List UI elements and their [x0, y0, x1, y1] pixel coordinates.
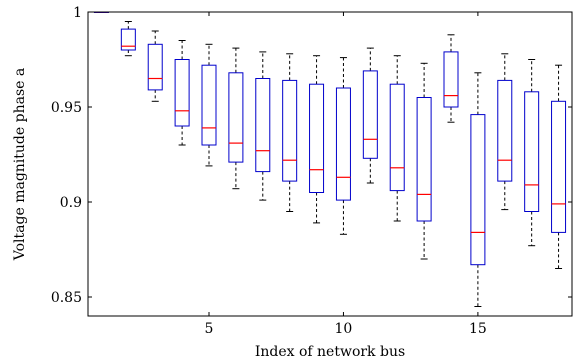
plot-area — [93, 12, 567, 307]
x-tick-label: 15 — [469, 321, 487, 337]
box-iqr — [416, 97, 432, 222]
box-iqr — [282, 79, 298, 182]
box-iqr — [255, 78, 271, 173]
box-iqr — [147, 43, 163, 91]
box-iqr — [524, 91, 540, 212]
axis-ticks: 5 10 15 0.85 0.9 0.95 1 — [51, 5, 572, 337]
y-tick-label: 1 — [73, 5, 82, 21]
box-bus-4 — [174, 40, 190, 146]
box-iqr — [470, 114, 486, 266]
box-iqr — [201, 64, 217, 146]
y-tick-label: 0.85 — [51, 290, 82, 306]
y-axis-label: Voltage magnitude phase a — [12, 68, 28, 261]
box-bus-8 — [282, 53, 298, 212]
box-bus-18 — [551, 64, 567, 269]
box-iqr — [362, 70, 378, 159]
x-tick-label: 10 — [335, 321, 353, 337]
x-axis-label: Index of network bus — [255, 344, 405, 360]
box-iqr — [228, 72, 244, 163]
box-iqr — [174, 59, 190, 127]
box-bus-14 — [443, 34, 459, 123]
box-iqr — [120, 28, 136, 51]
box-iqr — [551, 100, 567, 233]
box-iqr — [443, 51, 459, 108]
box-bus-15 — [470, 72, 486, 307]
y-tick-label: 0.95 — [51, 100, 82, 116]
box-bus-11 — [362, 47, 378, 184]
box-bus-2 — [120, 21, 136, 57]
plot-frame — [87, 11, 573, 317]
box-iqr — [389, 83, 405, 192]
box-iqr — [309, 83, 325, 193]
box-bus-9 — [309, 55, 325, 224]
box-bus-7 — [255, 51, 271, 201]
box-bus-13 — [416, 62, 432, 260]
box-bus-16 — [497, 53, 513, 211]
box-bus-17 — [524, 59, 540, 247]
box-iqr — [335, 87, 351, 201]
box-bus-5 — [201, 43, 217, 167]
x-tick-label: 5 — [205, 321, 214, 337]
box-iqr — [497, 79, 513, 182]
box-bus-6 — [228, 47, 244, 190]
box-bus-10 — [335, 57, 351, 235]
y-tick-label: 0.9 — [60, 195, 82, 211]
box-bus-3 — [147, 30, 163, 102]
box-bus-12 — [389, 55, 405, 222]
